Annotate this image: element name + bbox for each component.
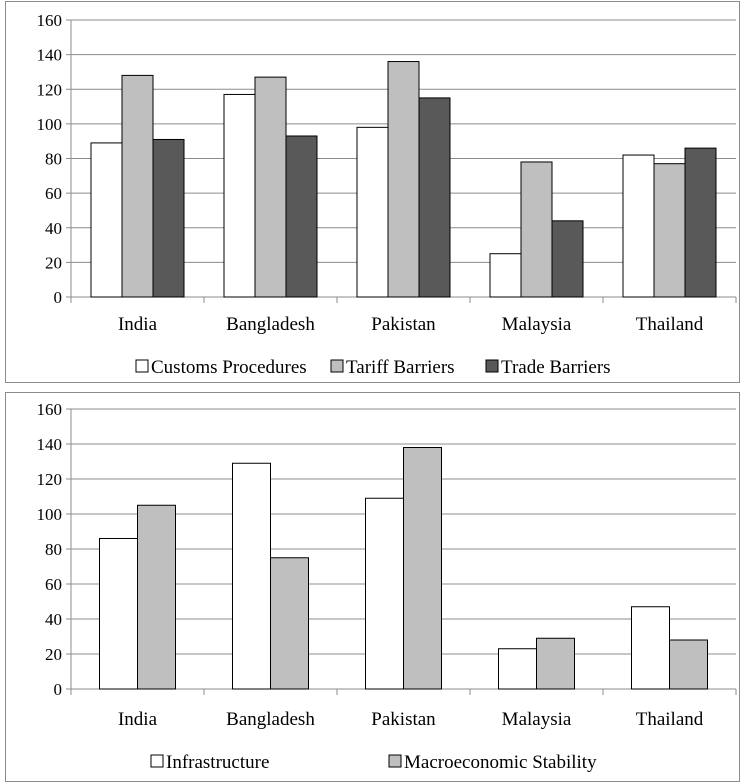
bar-india-trade-barriers — [152, 138, 185, 298]
legend-swatch — [135, 359, 149, 373]
bar-malaysia-trade-barriers — [551, 220, 584, 298]
y-tick-label: 20 — [45, 645, 62, 664]
bar-bangladesh-customs-procedures — [223, 93, 256, 298]
bar-pakistan-customs-procedures — [356, 126, 389, 298]
chart-trade-barriers: 0 20 40 60 80 100 120 140 160 India Bangladesh Paki… — [5, 1, 740, 383]
bar-pakistan-tariff-barriers — [387, 61, 420, 298]
y-tick-label: 160 — [37, 11, 63, 30]
bar-pakistan-infrastructure — [365, 497, 404, 690]
bar-thailand-tariff-barriers — [653, 163, 686, 298]
x-category-label: Malaysia — [502, 314, 572, 335]
bar-india-tariff-barriers — [121, 74, 154, 298]
y-tick-label: 0 — [54, 288, 63, 307]
bar-bangladesh-tariff-barriers — [254, 76, 287, 298]
x-category-label: Pakistan — [371, 709, 436, 730]
legend-label-customs-procedures: Customs Procedures — [151, 357, 307, 378]
bar-malaysia-customs-procedures — [489, 253, 522, 298]
y-tick-label: 80 — [45, 150, 62, 169]
x-category-label: India — [118, 709, 158, 730]
y-tick-label: 0 — [54, 680, 63, 699]
bar-pakistan-macroeconomic-stability — [403, 447, 442, 690]
bar-thailand-infrastructure — [631, 606, 670, 690]
legend-label-infrastructure: Infrastructure — [166, 752, 269, 773]
y-tick-label: 80 — [45, 540, 62, 559]
y-tick-label: 40 — [45, 219, 62, 238]
legend-swatch — [150, 754, 164, 768]
bar-bangladesh-macroeconomic-stability — [270, 557, 309, 690]
bar-malaysia-tariff-barriers — [520, 161, 553, 298]
chart-2-svg: 0 20 40 60 80 100 120 140 160 India Bangladesh Paki… — [37, 400, 737, 773]
y-tick-label: 60 — [45, 184, 62, 203]
chart-1-svg: 0 20 40 60 80 100 120 140 160 India Bangladesh Paki… — [37, 11, 737, 378]
y-tick-label: 120 — [37, 470, 63, 489]
x-category-label: Malaysia — [502, 709, 572, 730]
y-tick-label: 120 — [37, 80, 63, 99]
bar-thailand-trade-barriers — [684, 147, 717, 298]
y-tick-label: 100 — [37, 505, 63, 524]
bar-thailand-macroeconomic-stability — [669, 639, 708, 690]
bar-india-macroeconomic-stability — [137, 504, 176, 690]
legend-swatch — [485, 359, 499, 373]
bar-bangladesh-trade-barriers — [285, 135, 318, 298]
y-tick-label: 140 — [37, 435, 63, 454]
bar-india-infrastructure — [99, 538, 138, 690]
x-category-label: India — [118, 314, 158, 335]
y-tick-label: 40 — [45, 610, 62, 629]
bar-thailand-customs-procedures — [622, 154, 655, 298]
bar-malaysia-macroeconomic-stability — [536, 637, 575, 690]
legend-label-tariff-barriers: Tariff Barriers — [346, 357, 455, 378]
legend-swatch — [388, 754, 402, 768]
legend-swatch — [330, 359, 344, 373]
chart-infrastructure-stability: 0 20 40 60 80 100 120 140 160 India Bangladesh Paki… — [5, 392, 740, 782]
legend-label-macroeconomic-stability: Macroeconomic Stability — [404, 752, 597, 773]
x-category-label: Pakistan — [371, 314, 436, 335]
x-category-label: Bangladesh — [226, 314, 315, 335]
legend-label-trade-barriers: Trade Barriers — [501, 357, 611, 378]
bar-malaysia-infrastructure — [498, 648, 537, 690]
y-tick-label: 100 — [37, 115, 63, 134]
x-category-label: Thailand — [636, 314, 704, 335]
y-tick-label: 160 — [37, 400, 63, 419]
y-tick-label: 60 — [45, 575, 62, 594]
y-tick-label: 20 — [45, 253, 62, 272]
bar-bangladesh-infrastructure — [232, 462, 271, 690]
x-category-label: Bangladesh — [226, 709, 315, 730]
x-category-label: Thailand — [636, 709, 704, 730]
bar-india-customs-procedures — [90, 142, 123, 298]
bar-pakistan-trade-barriers — [418, 97, 451, 298]
y-tick-label: 140 — [37, 46, 63, 65]
